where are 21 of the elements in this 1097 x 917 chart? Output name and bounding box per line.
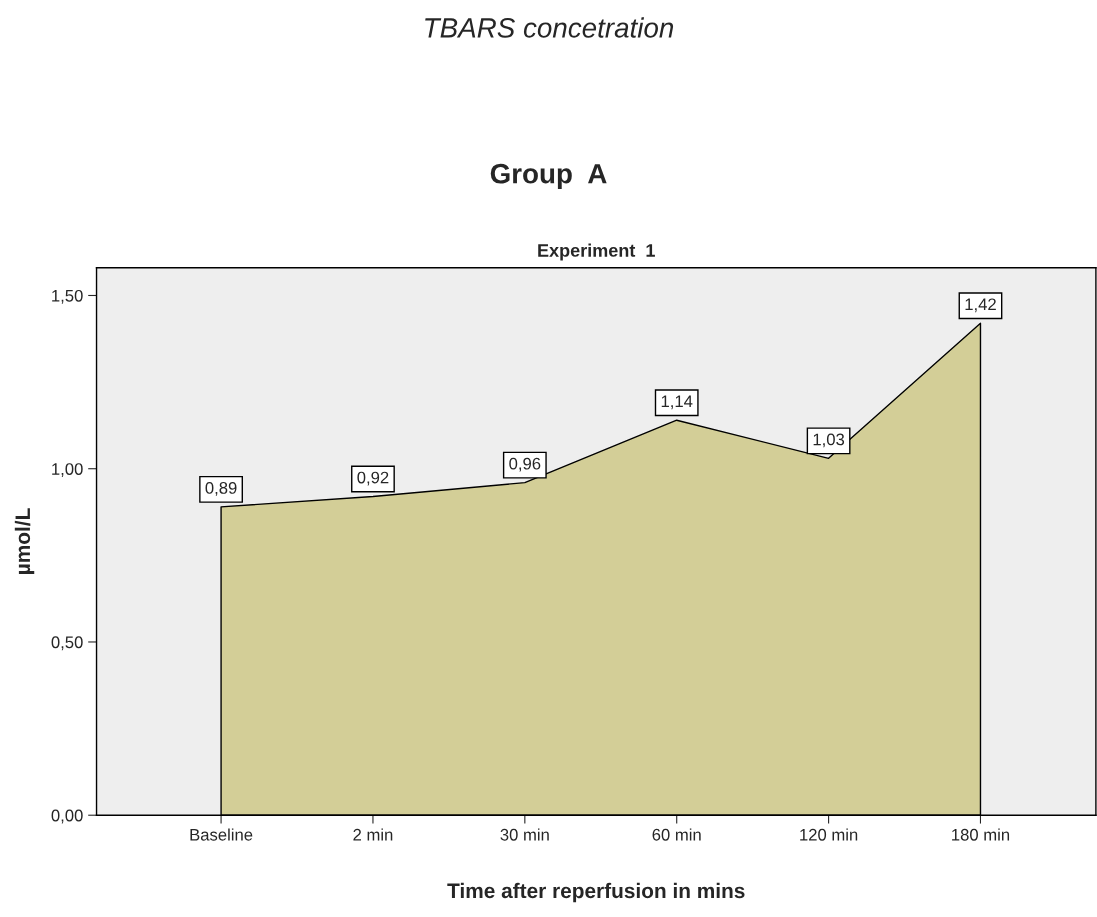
data-label: 1,42: [965, 298, 996, 313]
x-tick-label: Baseline: [190, 828, 253, 841]
data-label: 0,96: [509, 457, 541, 472]
chart-subtitle: Group A: [490, 163, 607, 190]
x-tick-label: 180 min: [952, 828, 1010, 841]
x-tick-label: 2 min: [353, 828, 393, 841]
x-tick-label: 30 min: [500, 828, 549, 841]
data-label: 0,89: [205, 482, 237, 496]
data-label: 1,03: [813, 433, 845, 448]
data-label: 1,14: [661, 395, 693, 410]
y-axis-title: µmol/L: [14, 508, 35, 574]
chart-title: TBARS concetration: [425, 17, 674, 38]
text: Experiment 1: [538, 243, 655, 261]
x-axis-title: Time after reperfusion in mins: [447, 882, 745, 903]
x-tick-label: 60 min: [652, 828, 701, 841]
x-tick-label: 120 min: [800, 828, 858, 841]
y-tick-label: 0,00: [51, 809, 83, 824]
y-tick-label: 1,00: [52, 463, 83, 477]
y-tick-label: 0,50: [51, 636, 83, 651]
data-label: 0,92: [357, 471, 389, 486]
y-tick-label: 1,50: [52, 289, 83, 304]
